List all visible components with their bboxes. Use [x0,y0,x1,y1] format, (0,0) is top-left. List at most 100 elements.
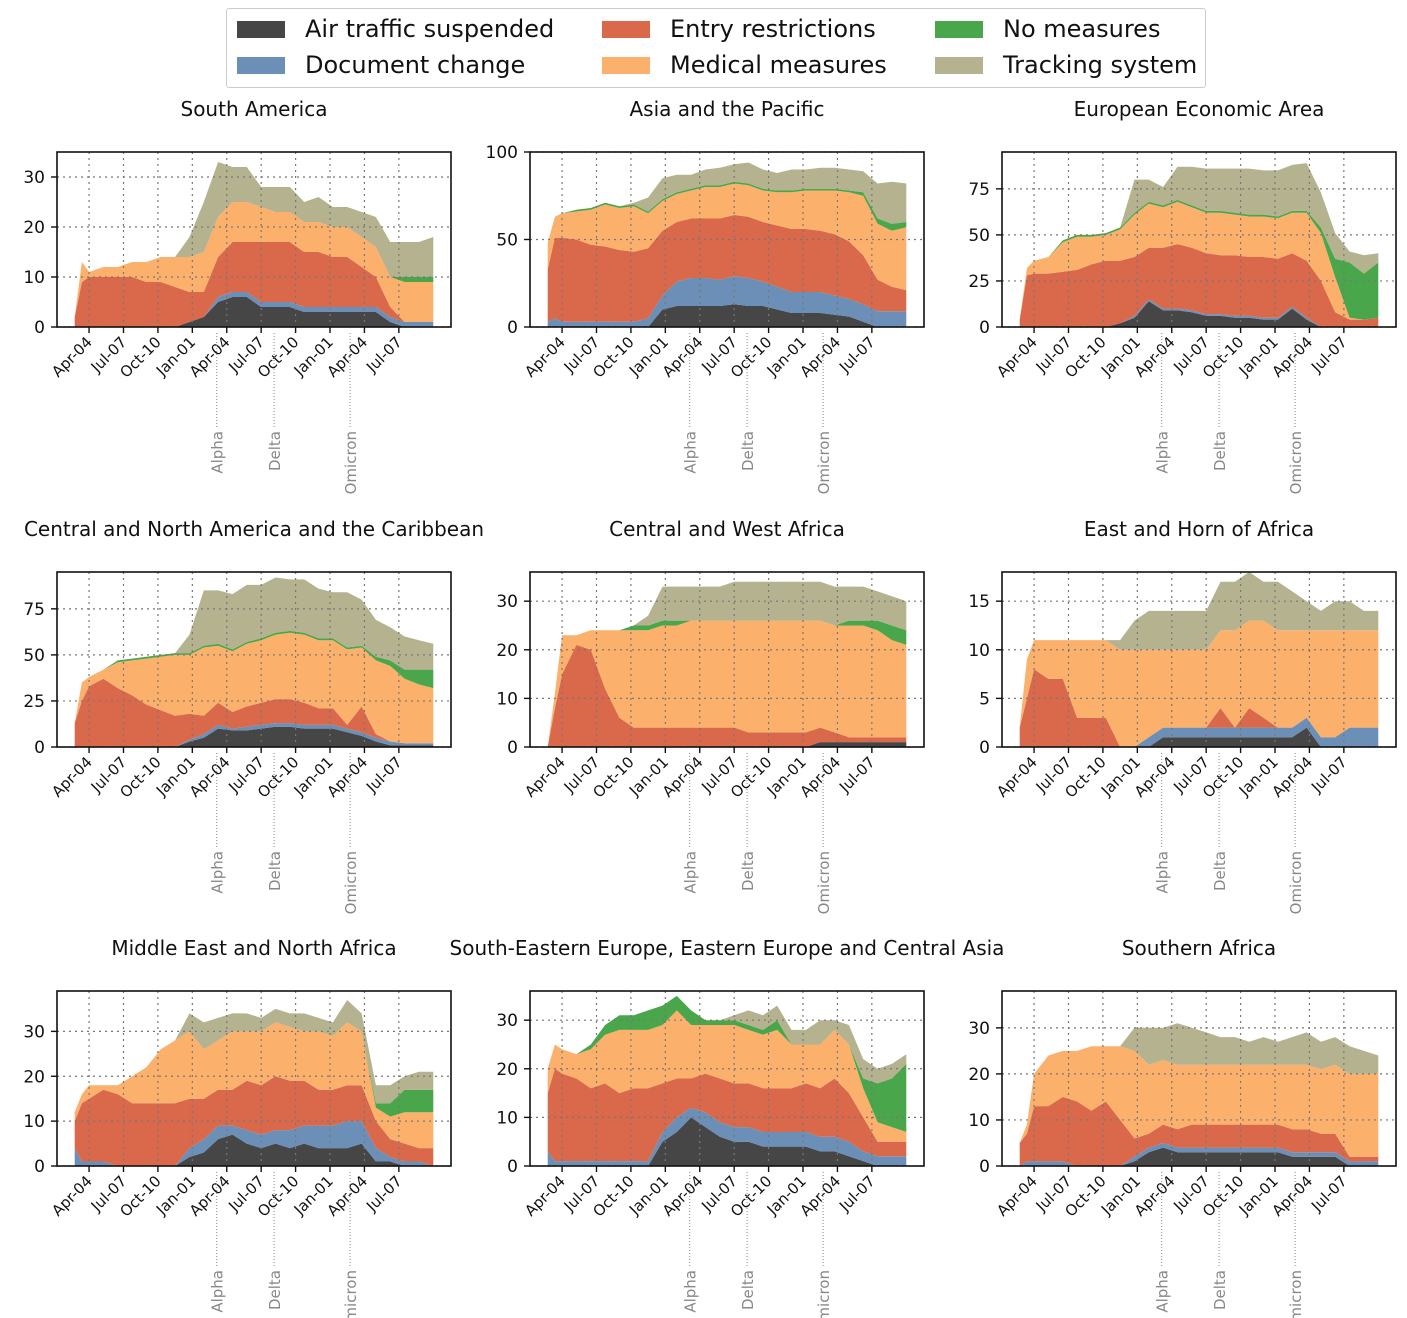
chart-panel-8: Southern Africa0102030Apr-04Jul-07Oct-10… [968,936,1397,1318]
y-tick-label: 10 [496,1108,518,1128]
area-doc [547,1107,907,1166]
area-tracking [74,162,434,317]
legend-item-doc: Document change [237,51,525,79]
area-tracking [1019,572,1379,728]
area-medical [74,202,434,322]
plot-frame [56,990,452,1167]
variant-label: Delta [739,851,757,891]
legend-label-entry: Entry restrictions [670,15,876,43]
y-tick-label: 20 [496,1060,518,1080]
y-tick-label: 20 [496,641,518,661]
legend-swatch-nomeasures [935,20,983,38]
plot-frame [56,151,452,328]
chart-title: Asia and the Pacific [630,97,825,121]
x-tick-label: Jul-07 [362,1172,406,1216]
y-tick-label: 50 [23,646,45,666]
x-tick-label: Jul-07 [1307,1172,1351,1216]
chart-panel-5: East and Horn of Africa 0 5 10 15 Apr-04 Jul-0… [968,517,1397,914]
area-tracking [547,162,907,243]
x-tick-label: Apr-04 [993,333,1041,381]
area-nomeasures [547,995,907,1132]
y-tick-label: 20 [23,218,45,238]
area-medical [547,620,907,747]
y-tick-label: 75 [23,600,45,620]
area-tracking [1019,163,1379,320]
chart-panel-1: Asia and the Pacific050100Apr-04Jul-07Oc… [486,97,925,494]
area-entry [1019,1096,1379,1166]
variant-label: Delta [1211,431,1229,471]
plot-frame [56,571,452,748]
legend-item-air: Air traffic suspended [237,15,554,43]
x-tick-label: Jul-07 [835,333,879,377]
legend-swatch-doc [237,56,285,74]
chart-title: South-Eastern Europe, Eastern Europe and… [450,936,1005,960]
area-medical [74,632,434,744]
area-entry [74,1076,434,1166]
x-tick-label: Jul-07 [362,333,406,377]
legend-label-nomeasures: No measures [1003,15,1161,43]
y-tick-label: 0 [34,318,45,338]
x-tick-label: Apr-04 [993,1172,1041,1220]
variant-label: Omicron [342,431,360,494]
area-medical [1019,1046,1379,1157]
variant-label: Alpha [682,431,700,474]
legend-swatch-tracking [935,56,983,74]
y-tick-label: 0 [507,318,518,338]
area-entry [547,1068,907,1162]
y-tick-label: 0 [507,1157,518,1177]
x-tick-label: Jul-07 [835,753,879,797]
plot-frame [1001,151,1397,328]
legend-item-entry: Entry restrictions [602,15,876,43]
variant-label: Omicron [815,431,833,494]
variant-label: Omicron [815,851,833,914]
area-air [74,726,434,747]
chart-title: South America [181,97,328,121]
variant-label: Omicron [1287,431,1305,494]
variant-label: Delta [266,431,284,471]
area-air [547,742,907,747]
x-tick-label: Apr-04 [48,1172,96,1220]
area-doc [74,292,434,327]
area-tracking [74,1000,434,1113]
chart-title: East and Horn of Africa [1084,517,1314,541]
y-tick-label: 10 [496,689,518,709]
plot-frame [1001,990,1397,1167]
plot-frame [1001,571,1397,748]
area-entry [74,678,434,747]
y-tick-label: 30 [496,1011,518,1031]
y-tick-label: 25 [968,272,990,292]
legend-swatch-entry [602,20,650,38]
chart-panel-4: Central and West Africa 0 10 20 30 Apr-04 Jul-… [496,517,925,914]
x-tick-label: Jul-07 [362,753,406,797]
area-tracking [74,577,434,724]
variant-label: Omicron [1287,851,1305,914]
area-doc [547,276,907,327]
legend-item-medical: Medical measures [602,51,887,79]
chart-panel-6: Middle East and North Africa 0 10 20 30 Apr-0… [23,936,452,1318]
x-tick-label: Apr-04 [48,753,96,801]
area-tracking [547,581,907,747]
legend-label-medical: Medical measures [670,51,887,79]
area-entry [547,215,907,322]
y-tick-label: 100 [486,143,518,163]
y-tick-label: 25 [23,692,45,712]
area-air [74,1134,434,1166]
area-entry [547,644,907,747]
variant-label: Omicron [1287,1270,1305,1318]
chart-title: Southern Africa [1122,936,1276,960]
variant-label: Alpha [209,431,227,474]
y-tick-label: 20 [23,1067,45,1087]
variant-label: Delta [266,851,284,891]
variant-label: Delta [1211,1270,1229,1310]
x-tick-label: Apr-04 [521,753,569,801]
legend-item-nomeasures: No measures [935,15,1161,43]
variant-label: Alpha [1154,431,1172,474]
chart-panel-0: South America0102030Apr-04Jul-07Oct-10Ja… [23,97,452,494]
variant-label: Omicron [342,851,360,914]
y-tick-label: 10 [968,641,990,661]
chart-title: Middle East and North Africa [111,936,396,960]
x-tick-label: Jul-07 [1307,753,1351,797]
y-tick-label: 50 [496,231,518,251]
legend-swatch-medical [602,56,650,74]
